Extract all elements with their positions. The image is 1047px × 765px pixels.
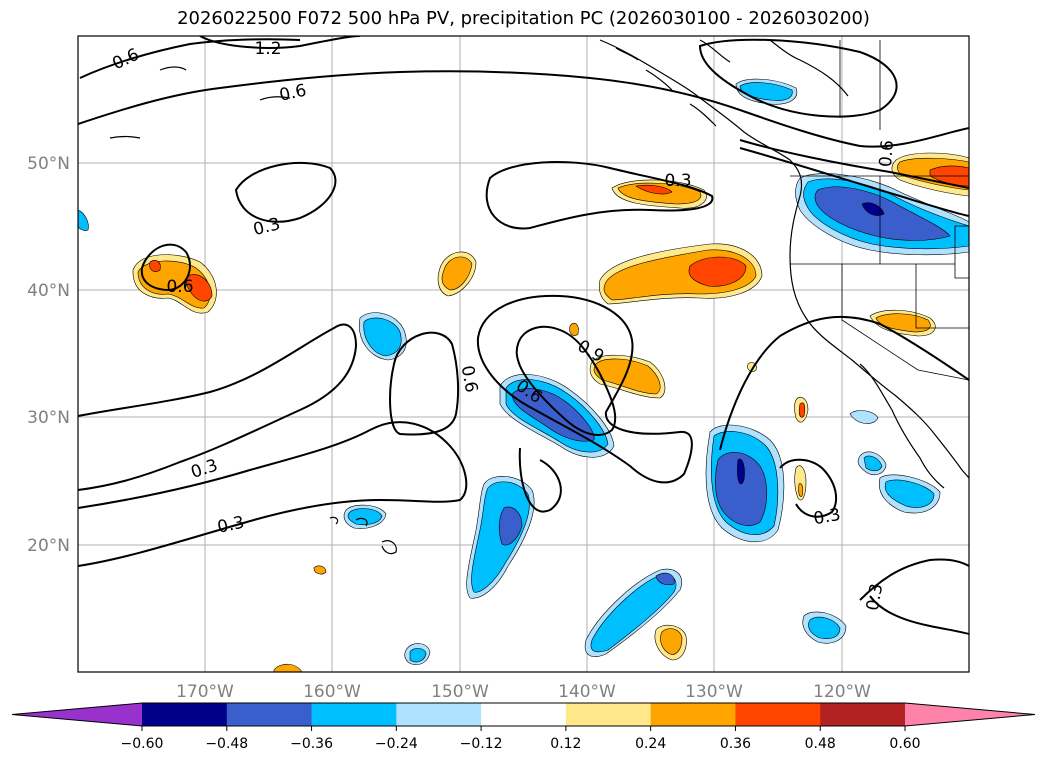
- colorbar-swatch: [565, 703, 652, 726]
- colorbar: −0.60 −0.48 −0.36 −0.24 −0.12 0.12 0.24 0.36 0.4…: [11, 702, 1036, 752]
- colorbar-extension-low: [12, 703, 142, 726]
- colorbar-swatch: [820, 703, 906, 726]
- map-frame: [77, 35, 970, 673]
- lat-tick-label: 40°N: [27, 281, 70, 301]
- colorbar-swatch: [396, 703, 482, 726]
- lat-tick-label: 30°N: [27, 408, 70, 428]
- borders: [790, 40, 969, 381]
- colorbar-swatch: [650, 703, 736, 726]
- lon-tick-labels: 170°W 160°W 150°W 140°W 130°W 120°W: [176, 682, 871, 702]
- lat-tick-label: 20°N: [27, 536, 70, 556]
- colorbar-swatch: [735, 703, 821, 726]
- contour-label: 1.2: [254, 39, 281, 59]
- pv-contours: [78, 36, 969, 635]
- colorbar-extension-high: [905, 703, 1035, 726]
- colorbar-tick-label: −0.24: [375, 736, 418, 752]
- contour-label: 0.3: [664, 171, 691, 191]
- colorbar-tick-label: 0.36: [720, 736, 751, 752]
- colorbar-swatch: [226, 703, 313, 726]
- lon-tick-label: 160°W: [303, 682, 361, 702]
- figure-title: 2026022500 F072 500 hPa PV, precipitatio…: [177, 8, 870, 29]
- colorbar-tick-label: 0.60: [889, 736, 920, 752]
- colorbar-tick-label: −0.36: [290, 736, 333, 752]
- lat-tick-label: 50°N: [27, 154, 70, 174]
- colorbar-tick-label: −0.48: [205, 736, 248, 752]
- coastlines: [109, 39, 969, 555]
- contour-label: 0.6: [166, 277, 193, 297]
- colorbar-swatch: [481, 703, 567, 726]
- contour-label: 0.3: [812, 505, 842, 529]
- lon-tick-label: 130°W: [685, 682, 743, 702]
- map-area: [78, 36, 969, 672]
- gridlines: [78, 36, 969, 672]
- colorbar-tick-label: 0.24: [635, 736, 666, 752]
- colorbar-tick-label: −0.12: [460, 736, 503, 752]
- colorbar-swatch: [142, 703, 228, 726]
- lon-tick-label: 120°W: [813, 682, 871, 702]
- precip-positive: [132, 152, 969, 672]
- contour-label: 0.3: [863, 582, 887, 612]
- lon-tick-label: 150°W: [431, 682, 489, 702]
- colorbar-tick-label: −0.60: [121, 736, 164, 752]
- colorbar-swatch: [311, 703, 397, 726]
- lat-tick-labels: 50°N 40°N 30°N 20°N: [27, 154, 70, 556]
- contour-label: 0.6: [876, 139, 898, 168]
- colorbar-tick-label: 0.12: [550, 736, 581, 752]
- contour-label: 0.6: [457, 364, 481, 394]
- precip-negative: [78, 78, 969, 665]
- precip-fields: [78, 78, 969, 672]
- lon-tick-label: 140°W: [558, 682, 616, 702]
- colorbar-tick-label: 0.48: [805, 736, 836, 752]
- lon-tick-label: 170°W: [176, 682, 234, 702]
